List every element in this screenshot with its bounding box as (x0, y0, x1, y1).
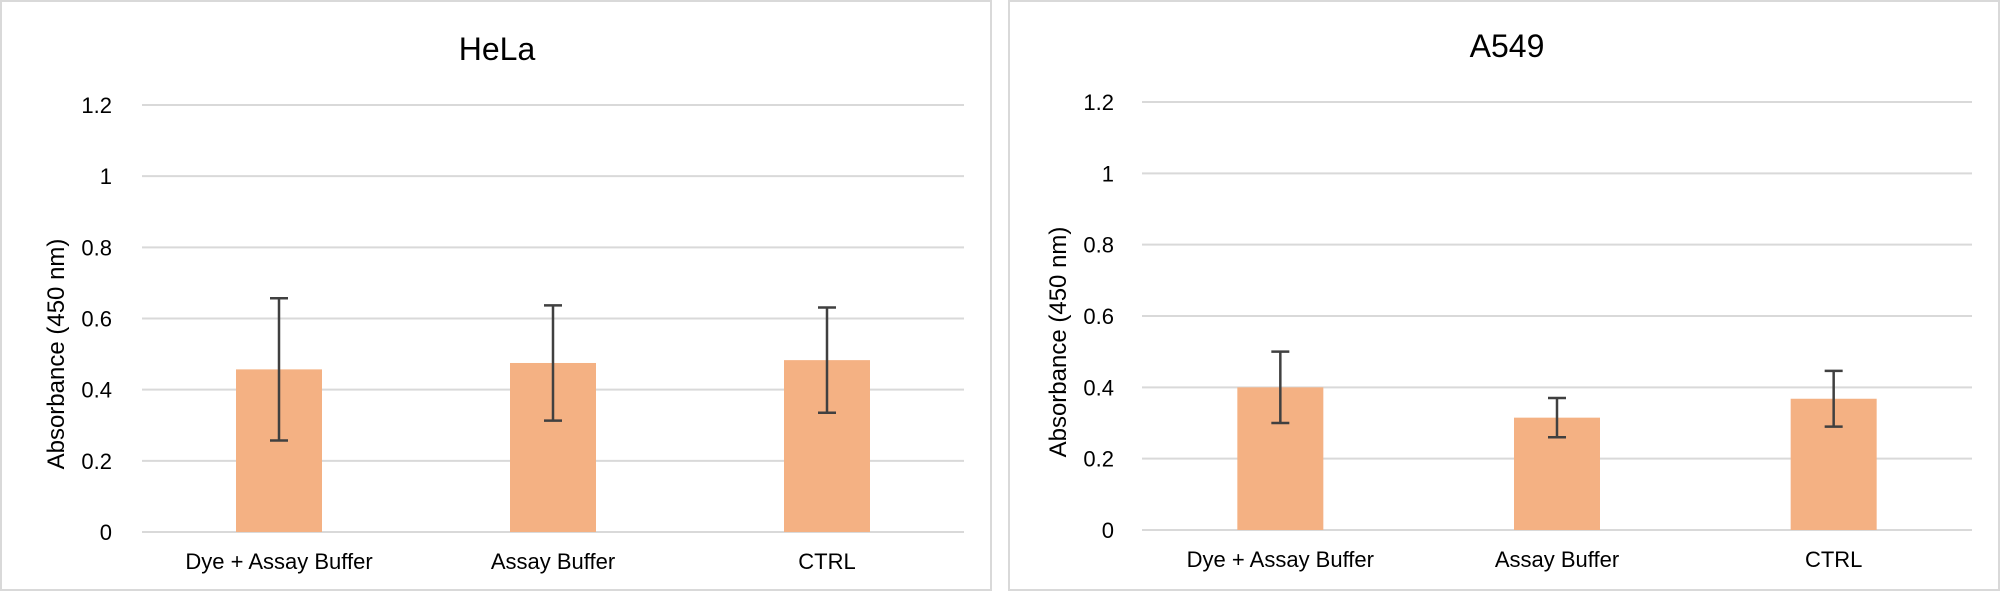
y-tick-label: 0.4 (1083, 375, 1114, 400)
chart-panel-hela: 0 0.2 0.4 0.6 0.8 1 1.2 Dye + Assay Buffer Assa… (0, 0, 992, 591)
error-bar (270, 296, 288, 442)
error-bars (1271, 350, 1843, 439)
y-axis-label: Absorbance (450 nm) (1045, 227, 1072, 458)
error-bars (270, 296, 836, 442)
y-tick-label: 0.6 (1083, 304, 1114, 329)
y-tick-label: 0 (100, 520, 112, 545)
error-bar (1271, 350, 1290, 425)
x-category-labels: Dye + Assay Buffer Assay Buffer CTRL (1187, 547, 1863, 572)
y-axis-label: Absorbance (450 nm) (43, 239, 70, 470)
y-tick-label: 0.6 (81, 307, 112, 332)
x-category-label: Assay Buffer (491, 549, 615, 574)
error-bar (544, 304, 562, 422)
y-tick-label: 0.2 (81, 449, 112, 474)
chart-title: HeLa (459, 31, 536, 67)
chart-title: A549 (1470, 28, 1545, 64)
x-category-label: Dye + Assay Buffer (1187, 547, 1374, 572)
error-bar (1824, 369, 1843, 428)
y-tick-labels: 0 0.2 0.4 0.6 0.8 1 1.2 (1083, 90, 1114, 543)
y-tick-label: 0.8 (81, 235, 112, 260)
chart-panel-a549: 0 0.2 0.4 0.6 0.8 1 1.2 Dye + Assay Buffer Assa… (1008, 0, 2000, 591)
chart-svg-hela: 0 0.2 0.4 0.6 0.8 1 1.2 Dye + Assay Buffer Assa… (43, 31, 964, 574)
y-tick-label: 0.4 (81, 378, 112, 403)
y-tick-label: 0.8 (1083, 233, 1114, 258)
y-tick-label: 1 (100, 164, 112, 189)
x-category-label: Assay Buffer (1495, 547, 1619, 572)
y-tick-label: 1.2 (81, 93, 112, 118)
y-tick-label: 0.2 (1083, 447, 1114, 472)
x-category-label: Dye + Assay Buffer (185, 549, 372, 574)
y-tick-label: 1 (1102, 161, 1114, 186)
y-tick-labels: 0 0.2 0.4 0.6 0.8 1 1.2 (81, 93, 112, 545)
chart-svg-a549: 0 0.2 0.4 0.6 0.8 1 1.2 Dye + Assay Buffer Assa… (1045, 28, 1972, 572)
y-tick-label: 1.2 (1083, 90, 1114, 115)
x-category-label: CTRL (1805, 547, 1862, 572)
y-tick-label: 0 (1102, 518, 1114, 543)
error-bar (1548, 396, 1566, 439)
x-category-labels: Dye + Assay Buffer Assay Buffer CTRL (185, 549, 855, 574)
x-category-label: CTRL (798, 549, 855, 574)
error-bar (818, 306, 836, 415)
